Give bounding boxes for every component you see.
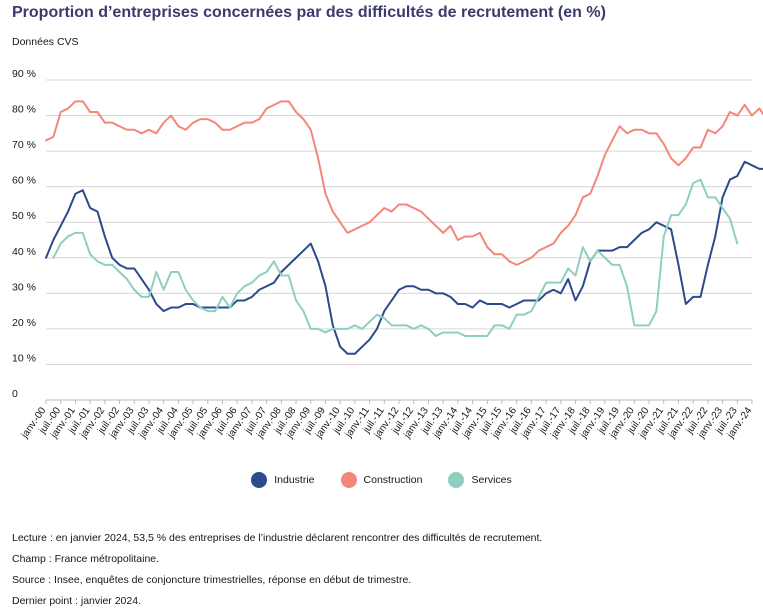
note-lecture: Lecture : en janvier 2024, 53,5 % des en…	[12, 532, 543, 544]
y-tick-label: 70 %	[12, 139, 36, 151]
note-dernier-point: Dernier point : janvier 2024.	[12, 595, 141, 607]
y-axis-ticks: 0 10 % 20 % 30 % 40 % 50 % 60 % 70 % 80 % 90 %	[12, 68, 36, 400]
legend-label-services: Services	[471, 474, 512, 486]
legend-label-construction: Construction	[363, 474, 423, 486]
series-line-services	[52, 178, 739, 337]
legend-swatch-services	[448, 472, 465, 488]
y-tick-label: 10 %	[12, 352, 36, 364]
chart-subtitle: Données CVS	[12, 36, 79, 48]
x-axis-ticks: janv.-00juil.-00janv.-01juil.-01janv.-02…	[19, 400, 755, 441]
y-tick-label: 60 %	[12, 175, 36, 187]
legend-item-construction[interactable]: Construction	[340, 472, 423, 488]
note-champ: Champ : France métropolitaine.	[12, 553, 160, 565]
grid-lines	[46, 79, 752, 401]
y-tick-label: 30 %	[12, 281, 36, 293]
legend-item-industrie[interactable]: Industrie	[251, 472, 315, 488]
legend-item-services[interactable]: Services	[448, 472, 512, 488]
note-source: Source : Insee, enquêtes de conjoncture …	[12, 574, 412, 586]
series-line-construction	[45, 100, 763, 266]
legend-label-industrie: Industrie	[274, 474, 315, 486]
y-tick-label: 80 %	[12, 104, 36, 116]
y-tick-label: 20 %	[12, 317, 36, 329]
legend-swatch-industrie	[251, 472, 268, 488]
y-tick-label: 50 %	[12, 210, 36, 222]
series-line-industrie	[45, 160, 763, 355]
series-lines	[45, 100, 763, 355]
chart-notes: Lecture : en janvier 2024, 53,5 % des en…	[12, 528, 542, 612]
y-tick-label: 40 %	[12, 246, 36, 258]
y-tick-label: 90 %	[12, 68, 36, 80]
y-tick-label: 0	[12, 388, 18, 400]
legend: Industrie Construction Services	[0, 472, 763, 488]
chart-title: Proportion d’entreprises concernées par …	[12, 4, 606, 21]
legend-swatch-construction	[340, 472, 357, 488]
line-chart: 0 10 % 20 % 30 % 40 % 50 % 60 % 70 % 80 % 90 % ja…	[12, 68, 763, 441]
